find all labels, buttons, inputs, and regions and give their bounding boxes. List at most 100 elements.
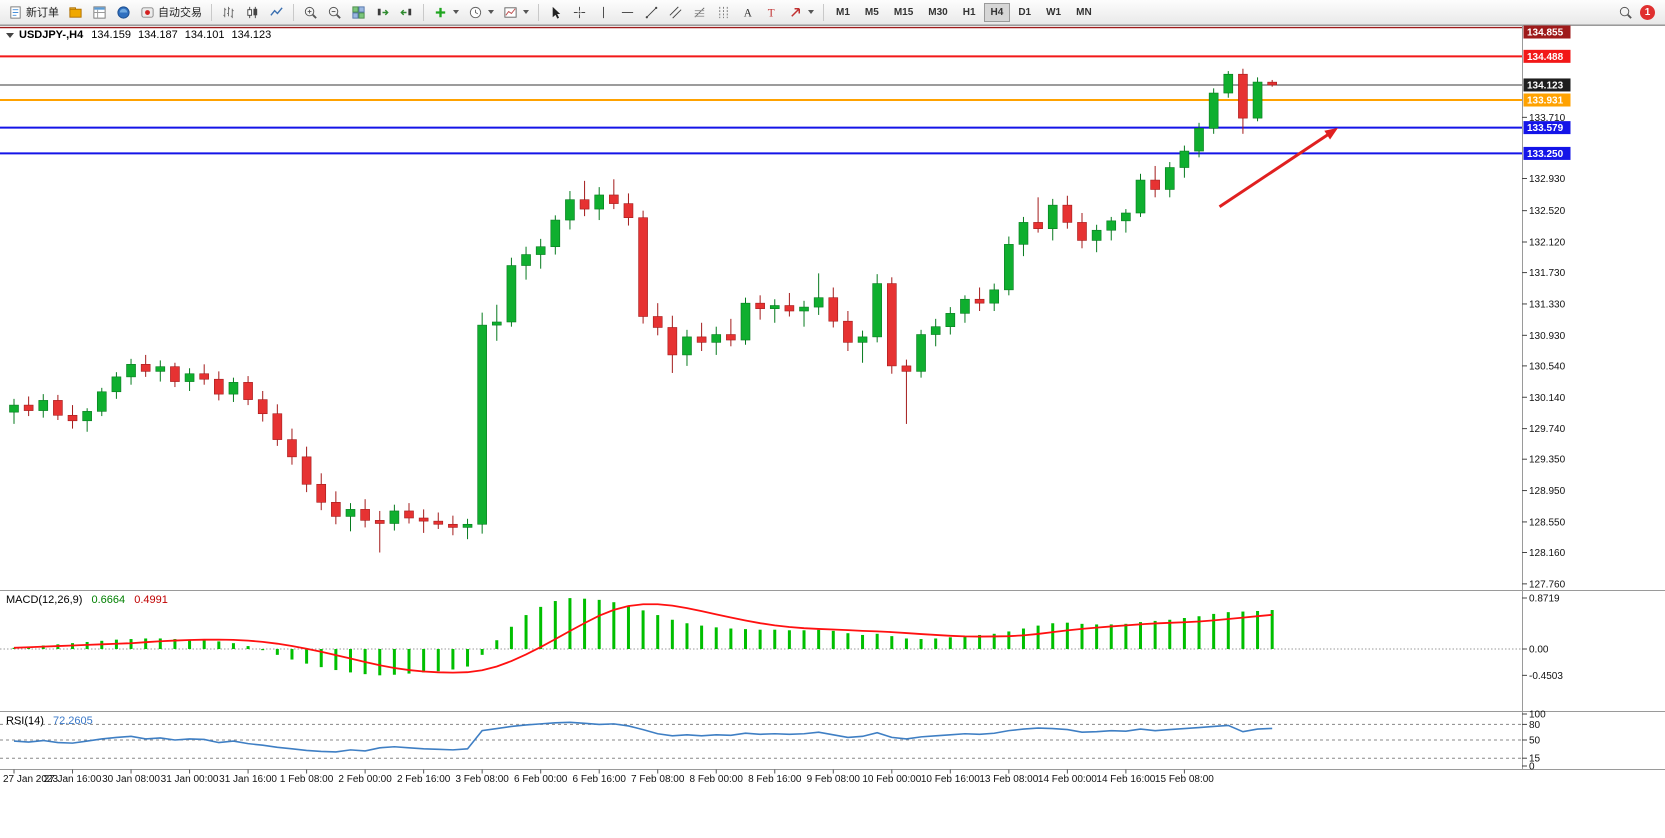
candle (974, 298, 985, 304)
autotrading-button[interactable]: 自动交易 (136, 2, 206, 23)
search-button[interactable] (1614, 2, 1637, 23)
candle (857, 336, 868, 343)
candle (155, 366, 166, 372)
candle (214, 378, 224, 395)
candle (784, 305, 795, 312)
time-axis-label: 2 Feb 16:00 (397, 774, 451, 785)
candle (1150, 179, 1160, 190)
cursor-tool-button[interactable] (544, 2, 567, 23)
new-order-label: 新订单 (26, 7, 59, 19)
timeframe-M5[interactable]: M5 (858, 3, 886, 22)
chart-shift-button[interactable] (395, 2, 418, 23)
timeframe-M1[interactable]: M1 (829, 3, 857, 22)
price-axis-label: 130.540 (1529, 361, 1566, 372)
cycle-lines-icon (716, 5, 731, 20)
time-axis-label: 14 Feb 16:00 (1096, 774, 1155, 785)
timeframe-M15[interactable]: M15 (887, 3, 920, 22)
candle (1238, 73, 1248, 119)
candle (1091, 229, 1102, 241)
candle (623, 203, 634, 219)
timeframe-D1[interactable]: D1 (1011, 3, 1038, 22)
time-axis-label: 27 Jan 16:00 (44, 774, 102, 785)
candle (9, 404, 19, 413)
price-chart-canvas[interactable]: 133.710 132.930 132.520 132.120 131.730 131.3… (0, 25, 1665, 838)
timeframe-M30[interactable]: M30 (921, 3, 954, 22)
svg-text:T: T (768, 7, 775, 19)
macd-name: MACD(12,26,9) (6, 594, 83, 606)
periods-button[interactable] (464, 2, 498, 23)
tile-windows-button[interactable] (347, 2, 370, 23)
arrow-head-icon (1324, 127, 1339, 140)
ohlc-bars-icon (221, 5, 236, 20)
community-button[interactable] (112, 2, 135, 23)
candle (1194, 128, 1204, 152)
zoom-out-button[interactable] (323, 2, 346, 23)
vertical-line-tool-button[interactable] (592, 2, 615, 23)
market-watch-button[interactable] (88, 2, 111, 23)
toolbar-separator (211, 3, 212, 21)
time-axis-label: 15 Feb 08:00 (1155, 774, 1214, 785)
trendline-tool-button[interactable] (640, 2, 663, 23)
candle (813, 297, 824, 308)
price-axis-label: 128.160 (1529, 548, 1566, 559)
chevron-down-icon (453, 10, 459, 14)
price-axis-label: 130.930 (1529, 331, 1566, 342)
candle (565, 199, 575, 221)
candle (550, 219, 561, 248)
candle (243, 382, 253, 400)
candle (140, 364, 151, 372)
zoom-out-icon (327, 5, 342, 20)
chevron-down-icon (808, 10, 814, 14)
timeframe-MN[interactable]: MN (1069, 3, 1099, 22)
candle (1062, 204, 1073, 223)
timeframe-W1[interactable]: W1 (1039, 3, 1068, 22)
tile-windows-icon (351, 5, 366, 20)
candle (170, 366, 180, 382)
rsi-axis-label: 80 (1529, 720, 1541, 731)
candle (53, 400, 63, 416)
text-label-tool-button[interactable]: T (760, 2, 783, 23)
indicators-button[interactable] (429, 2, 463, 23)
arrows-tool-button[interactable] (784, 2, 818, 23)
timeframe-H4[interactable]: H4 (983, 2, 1011, 22)
autotrading-label: 自动交易 (158, 7, 202, 19)
time-axis-label: 1 Feb 08:00 (280, 774, 334, 785)
fibonacci-tool-button[interactable] (688, 2, 711, 23)
candle (726, 334, 736, 341)
time-axis-label: 31 Jan 00:00 (161, 774, 219, 785)
crosshair-tool-button[interactable] (568, 2, 591, 23)
price-line-scale-label-text: 134.123 (1527, 80, 1564, 91)
horizontal-line-tool-button[interactable] (616, 2, 639, 23)
candle (1179, 150, 1190, 168)
bar-chart-button[interactable] (217, 2, 240, 23)
candle (1267, 81, 1277, 86)
profiles-button[interactable] (64, 2, 87, 23)
line-chart-button[interactable] (265, 2, 288, 23)
text-tool-button[interactable]: A (736, 2, 759, 23)
cycle-lines-tool-button[interactable] (712, 2, 735, 23)
collapse-icon[interactable] (6, 32, 14, 38)
candle (989, 289, 1000, 304)
candlestick-icon (245, 5, 260, 20)
time-axis-label: 10 Feb 16:00 (921, 774, 980, 785)
candle (1223, 73, 1234, 94)
autotrading-status-icon (140, 5, 155, 20)
price-line-scale-label (1523, 49, 1571, 63)
macd-indicator-label: MACD(12,26,9) 0.6664 0.4991 (6, 594, 168, 606)
candle (916, 334, 926, 372)
macd-axis-label: 0.00 (1529, 645, 1549, 656)
channel-tool-button[interactable] (664, 2, 687, 23)
zoom-in-button[interactable] (299, 2, 322, 23)
candlestick-chart-button[interactable] (241, 2, 264, 23)
chevron-down-icon (523, 10, 529, 14)
auto-scroll-button[interactable] (371, 2, 394, 23)
macd-axis-label: -0.4503 (1529, 671, 1563, 682)
annotation-arrow[interactable] (1218, 127, 1339, 208)
new-order-button[interactable]: 新订单 (4, 2, 63, 23)
notification-badge[interactable]: 1 (1640, 4, 1655, 20)
price-line-scale-label (1523, 121, 1571, 135)
timeframe-H1[interactable]: H1 (956, 3, 983, 22)
clock-icon (468, 5, 483, 20)
templates-button[interactable] (499, 2, 533, 23)
